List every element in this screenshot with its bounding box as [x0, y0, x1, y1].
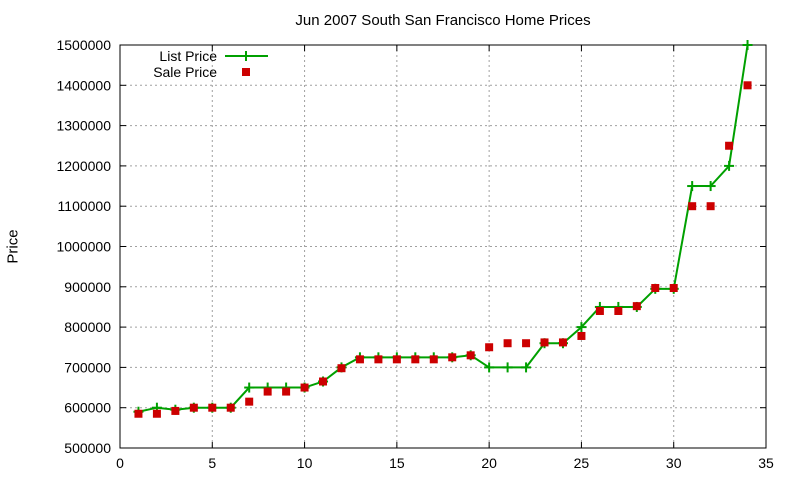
y-tick-label: 1400000: [56, 77, 111, 93]
sale-price-point: [208, 403, 217, 412]
sale-price-point: [134, 409, 143, 418]
sale-price-point: [595, 306, 604, 315]
y-tick-label: 1100000: [58, 198, 112, 214]
sale-price-point: [466, 351, 475, 360]
sale-price-point: [152, 409, 161, 418]
sale-price-point: [189, 403, 198, 412]
y-tick-label: 1300000: [56, 118, 111, 134]
sale-price-point: [485, 343, 494, 352]
y-tick-label: 900000: [64, 279, 111, 295]
series-list-price: [133, 40, 753, 417]
sale-price-point: [688, 202, 697, 211]
sale-price-point: [374, 355, 383, 364]
sale-price-point: [319, 377, 328, 386]
sale-price-point: [355, 355, 364, 364]
x-tick-label: 20: [481, 455, 497, 471]
y-tick-label: 500000: [64, 440, 111, 456]
x-tick-label: 0: [116, 455, 124, 471]
y-tick-label: 700000: [64, 359, 111, 375]
sale-price-point: [614, 306, 623, 315]
sale-price-point: [226, 403, 235, 412]
sale-price-point: [632, 302, 641, 311]
legend-marker-list-price: [241, 51, 251, 61]
sale-price-point: [706, 202, 715, 211]
sale-price-point: [669, 284, 678, 293]
sale-price-point: [577, 331, 586, 340]
sale-price-point: [522, 339, 531, 348]
sale-price-point: [300, 383, 309, 392]
x-tick-label: 25: [574, 455, 590, 471]
sale-price-point: [411, 355, 420, 364]
sale-price-point: [171, 406, 180, 415]
sale-price-point: [392, 355, 401, 364]
x-tick-label: 5: [208, 455, 216, 471]
sale-price-point: [503, 339, 512, 348]
sale-price-point: [429, 355, 438, 364]
list-price-line: [138, 44, 749, 413]
grid-lines: [120, 45, 766, 448]
y-tick-label: 1200000: [56, 158, 111, 174]
x-tick-label: 15: [389, 455, 405, 471]
sale-price-point: [743, 81, 752, 90]
axis-ticks: 0 5 10 15 20 25 30 35 500000 600000 700000 800000 90…: [56, 37, 774, 471]
y-tick-label: 1000000: [56, 239, 111, 255]
sale-price-point: [540, 338, 549, 347]
series-sale-price: [134, 81, 752, 418]
sale-price-point: [725, 141, 734, 150]
y-tick-label: 800000: [64, 319, 111, 335]
legend-label-list-price: List Price: [159, 48, 217, 64]
x-tick-label: 30: [666, 455, 682, 471]
chart-title: Jun 2007 South San Francisco Home Prices: [295, 12, 591, 29]
sale-price-point: [337, 364, 346, 373]
y-tick-label: 600000: [64, 400, 111, 416]
x-tick-label: 35: [758, 455, 774, 471]
legend-swatch-sale-price: [242, 68, 250, 76]
y-tick-label: 1500000: [56, 37, 111, 53]
legend-label-sale-price: Sale Price: [153, 64, 217, 80]
sale-price-point: [245, 397, 254, 406]
sale-price-point: [651, 284, 660, 293]
series-layer: [133, 40, 753, 418]
sale-price-point: [263, 387, 272, 396]
sale-price-point: [558, 338, 567, 347]
sale-price-point: [448, 353, 457, 362]
x-tick-label: 10: [297, 455, 313, 471]
sale-price-point: [282, 387, 291, 396]
